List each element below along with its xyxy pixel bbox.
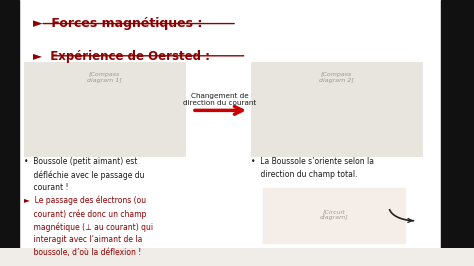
Text: [Circuit
diagram]: [Circuit diagram] [320,210,348,220]
Text: Changement de
direction du courant: Changement de direction du courant [183,93,256,106]
Text: ►  Expérience de Oersted :: ► Expérience de Oersted : [33,49,210,63]
Bar [263,189,405,243]
Text: •  Boussole (petit aimant) est
    défléchie avec le passage du
    courant !: • Boussole (petit aimant) est défléchie … [24,157,144,192]
Bar [0,0,19,248]
Text: •  La Boussole s’oriente selon la
    direction du champ total.: • La Boussole s’oriente selon la directi… [251,157,374,179]
Text: ►  Forces magnétiques :: ► Forces magnétiques : [33,17,202,30]
Text: [Compass
diagram 1]: [Compass diagram 1] [87,72,122,83]
Bar [24,62,185,156]
Text: [Compass
diagram 2]: [Compass diagram 2] [319,72,354,83]
Bar [19,0,441,248]
Bar [441,0,474,248]
Bar [251,62,422,156]
Text: ►  Le passage des électrons (ou
    courant) crée donc un champ
    magnétique (: ► Le passage des électrons (ou courant) … [24,196,153,257]
